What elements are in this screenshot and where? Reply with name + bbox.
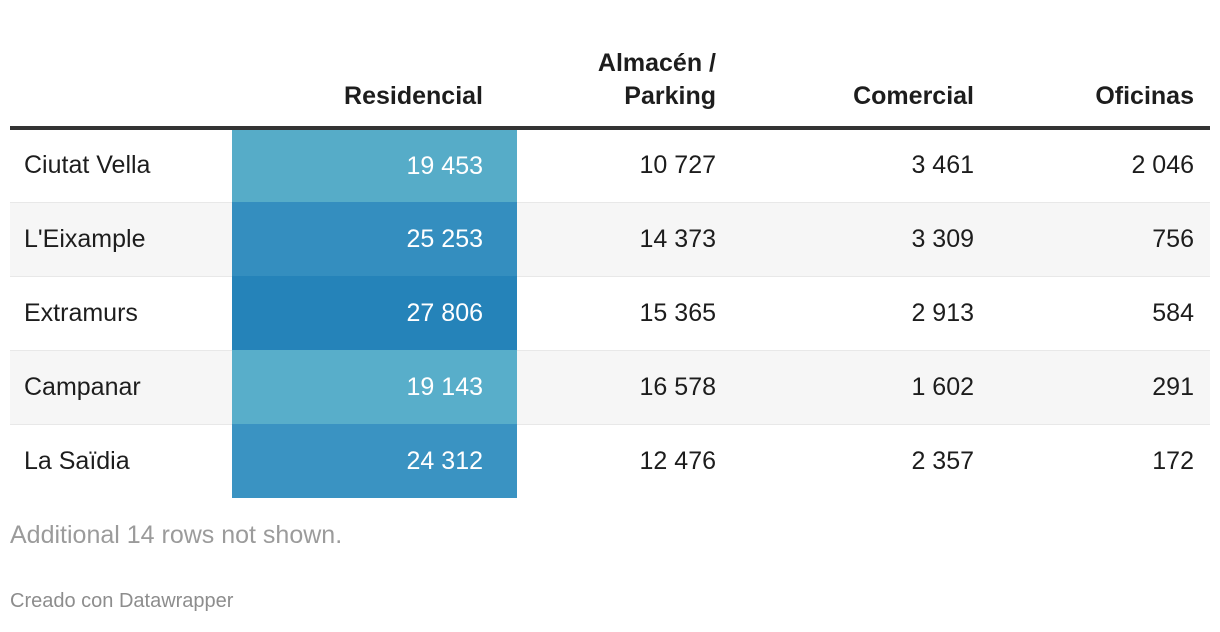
column-header-residencial: Residencial bbox=[232, 0, 517, 130]
heatmap-cell: 19 453 bbox=[232, 128, 517, 202]
table-cell: 2 046 bbox=[1131, 151, 1194, 180]
table-cell: 584 bbox=[990, 275, 1210, 350]
table-cell: 2 913 bbox=[732, 275, 990, 350]
rows-not-shown-note: Additional 14 rows not shown. bbox=[10, 521, 343, 549]
table-cell: 3 309 bbox=[732, 201, 990, 276]
table-cell: 2 357 bbox=[732, 423, 990, 498]
datawrapper-credit-link[interactable]: Creado con Datawrapper bbox=[10, 590, 234, 612]
table-row: Extramurs 27 806 15 365 2 913 584 bbox=[10, 275, 1210, 350]
table-cell: 291 bbox=[990, 349, 1210, 424]
heatmap-cell: 27 806 bbox=[232, 276, 517, 350]
row-label: L'Eixample bbox=[10, 201, 232, 276]
row-label: Extramurs bbox=[10, 275, 232, 350]
table-row: La Saïdia 24 312 12 476 2 357 172 bbox=[10, 423, 1210, 498]
table-cell: 14 373 bbox=[517, 201, 732, 276]
datawrapper-table-embed: Residencial Almacén / Parking Comercial … bbox=[10, 0, 1210, 612]
header-row: Residencial Almacén / Parking Comercial … bbox=[10, 0, 1210, 130]
table-cell: 756 bbox=[990, 201, 1210, 276]
heatmap-cell: 19 143 bbox=[232, 350, 517, 424]
table-cell: 1 602 bbox=[732, 349, 990, 424]
table-cell: 10 727 bbox=[639, 151, 716, 180]
column-header-comercial: Comercial bbox=[732, 0, 990, 130]
table-cell: 172 bbox=[990, 423, 1210, 498]
row-label: Ciutat Vella bbox=[24, 151, 151, 180]
column-header-empty bbox=[10, 0, 232, 130]
table-row: Campanar 19 143 16 578 1 602 291 bbox=[10, 349, 1210, 424]
table-cell: 15 365 bbox=[517, 275, 732, 350]
heatmap-cell: 24 312 bbox=[232, 424, 517, 498]
data-table: Residencial Almacén / Parking Comercial … bbox=[10, 0, 1210, 498]
column-header-almacen-parking: Almacén / Parking bbox=[517, 0, 732, 130]
heatmap-cell: 25 253 bbox=[232, 202, 517, 276]
table-cell: 3 461 bbox=[911, 151, 974, 180]
table-cell: 16 578 bbox=[517, 349, 732, 424]
row-label: Campanar bbox=[10, 349, 232, 424]
table-row: Ciutat Vella 19 453 10 727 3 461 2 046 bbox=[10, 128, 1210, 202]
table-cell: 12 476 bbox=[517, 423, 732, 498]
column-header-oficinas: Oficinas bbox=[990, 0, 1210, 130]
row-label: La Saïdia bbox=[10, 423, 232, 498]
table-row: L'Eixample 25 253 14 373 3 309 756 bbox=[10, 201, 1210, 276]
